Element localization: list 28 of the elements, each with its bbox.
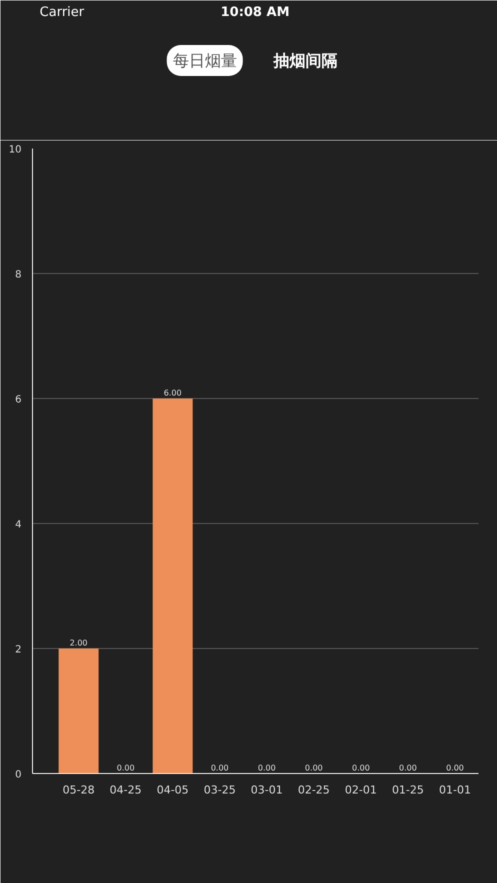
- data-label: 0.00: [210, 764, 229, 772]
- data-label: 0.00: [304, 764, 323, 772]
- x-tick-label: 04-25: [110, 784, 142, 796]
- x-tick-label: 01-01: [438, 784, 471, 796]
- data-label: 6.00: [164, 388, 182, 398]
- y-tick-label: 4: [15, 520, 22, 530]
- x-tick-label: 04-05: [156, 784, 189, 796]
- y-tick-label: 6: [15, 394, 22, 406]
- text: 抽烟间隔: [272, 51, 338, 70]
- x-tick-label: 03-01: [250, 784, 283, 796]
- text: 10:08 AM: [220, 5, 290, 20]
- data-label: 2.00: [70, 638, 88, 648]
- x-tick-label: 01-25: [392, 784, 424, 796]
- y-tick-label: 8: [15, 270, 22, 280]
- x-tick-label: 03-25: [204, 784, 236, 796]
- data-label: 0.00: [352, 764, 370, 772]
- data-label: 0.00: [258, 764, 276, 772]
- data-label: 0.00: [116, 764, 135, 772]
- data-label: 0.00: [399, 764, 417, 772]
- x-tick-label: 02-01: [344, 784, 377, 796]
- data-label: 0.00: [446, 764, 464, 772]
- x-tick-label: 02-25: [298, 784, 330, 796]
- chart-title: 每日烟量: [172, 51, 237, 70]
- y-tick-label: 10: [8, 144, 22, 156]
- text: Carrier: [40, 5, 85, 20]
- x-tick-label: 05-28: [62, 784, 95, 796]
- y-tick-label: 0: [15, 770, 22, 780]
- y-tick-label: 2: [15, 644, 22, 656]
